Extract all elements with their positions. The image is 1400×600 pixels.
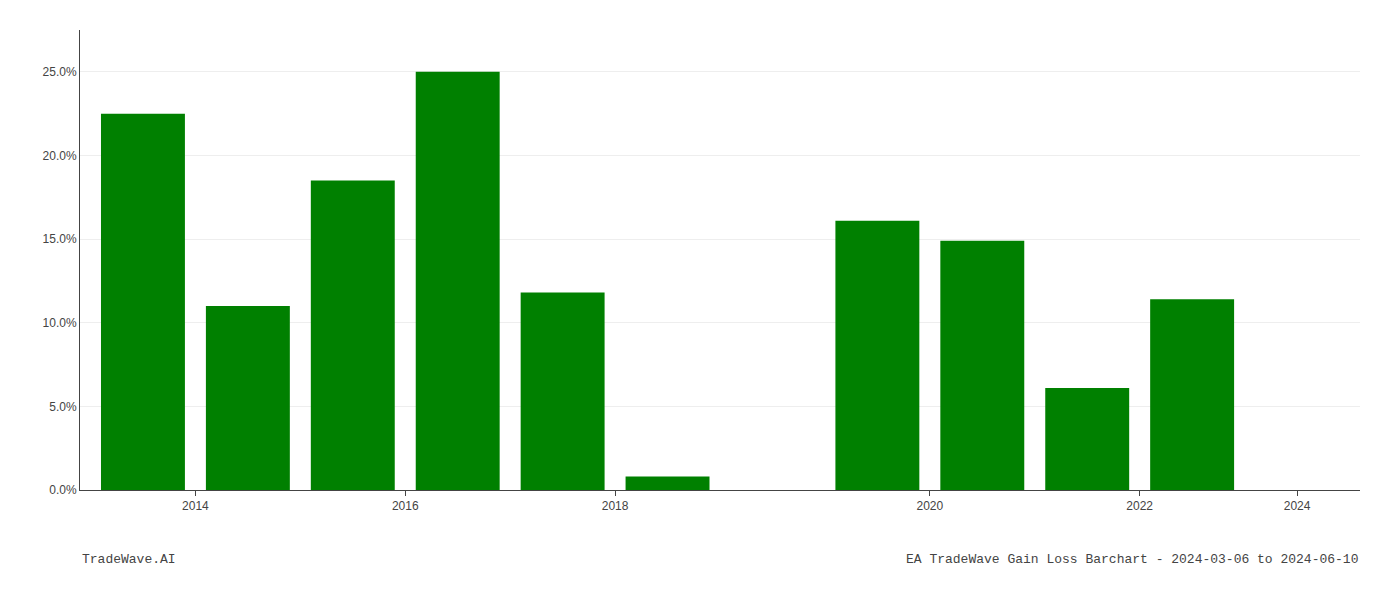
- svg-text:10.0%: 10.0%: [43, 316, 77, 330]
- svg-text:2024: 2024: [1284, 499, 1311, 513]
- svg-text:20.0%: 20.0%: [43, 149, 77, 163]
- svg-text:2018: 2018: [602, 499, 629, 513]
- svg-text:25.0%: 25.0%: [43, 65, 77, 79]
- svg-text:2020: 2020: [916, 499, 943, 513]
- svg-text:TradeWave.AI: TradeWave.AI: [82, 552, 176, 567]
- svg-text:15.0%: 15.0%: [43, 232, 77, 246]
- svg-text:EA TradeWave Gain Loss Barchar: EA TradeWave Gain Loss Barchart - 2024-0…: [906, 552, 1358, 567]
- svg-text:2014: 2014: [182, 499, 209, 513]
- svg-text:2022: 2022: [1126, 499, 1153, 513]
- svg-text:0.0%: 0.0%: [49, 483, 77, 497]
- svg-text:5.0%: 5.0%: [49, 400, 77, 414]
- svg-text:2016: 2016: [392, 499, 419, 513]
